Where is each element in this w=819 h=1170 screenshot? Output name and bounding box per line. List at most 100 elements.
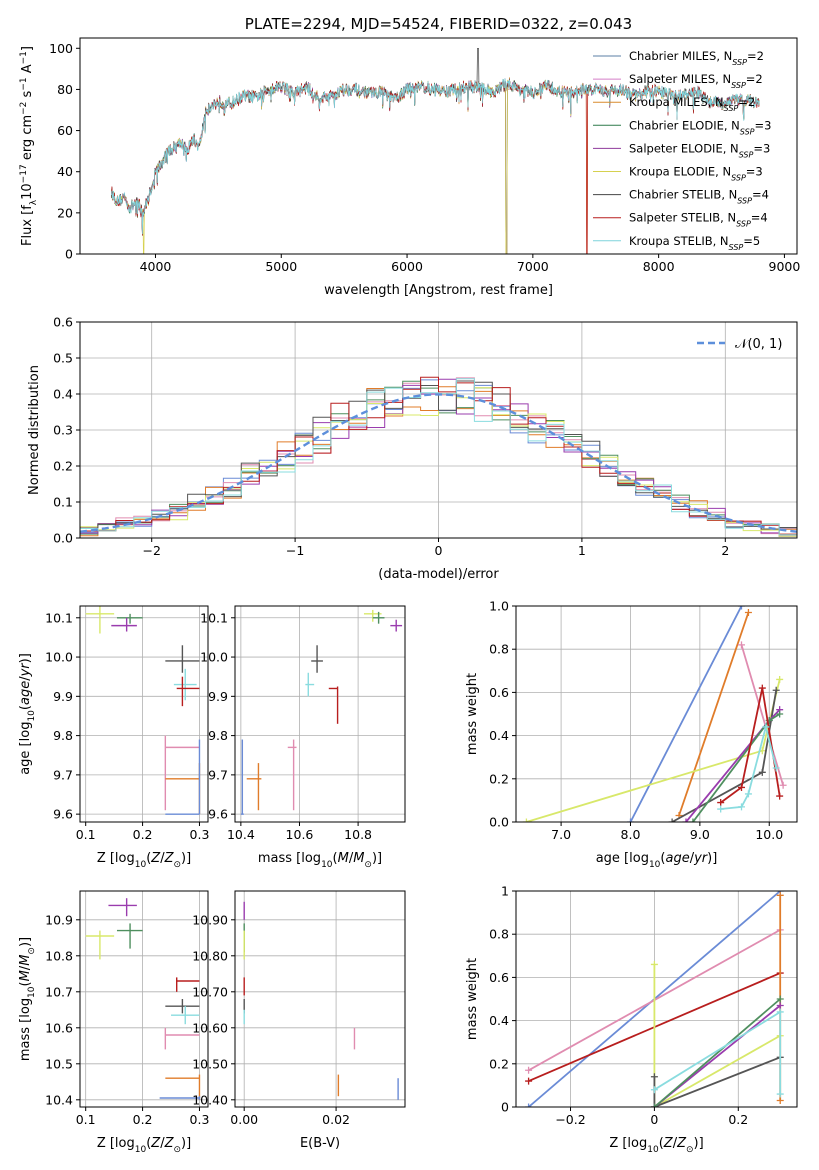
weight-marker-p_purple xyxy=(682,818,690,822)
weight-line-p_blue xyxy=(629,606,743,822)
legend-label-sub: SSP xyxy=(739,150,754,159)
label-part: 10 xyxy=(649,860,661,870)
legend-label: Salpeter STELIB, NSSP=4 xyxy=(629,211,768,229)
y-tick-label: 10.60 xyxy=(192,1020,228,1035)
plot-area-weight-vs-age xyxy=(522,606,787,822)
weight-marker-p_cyan xyxy=(776,1008,784,1016)
point-p_green xyxy=(372,611,385,624)
legend-label-part: =2 xyxy=(746,72,763,86)
legend-label-part: Chabrier MILES, N xyxy=(629,49,732,63)
point-p_blue xyxy=(165,739,201,815)
legend-label: Chabrier ELODIE, NSSP=3 xyxy=(629,118,771,136)
weight-marker-p_blue xyxy=(525,1103,533,1107)
x-tick-label: 7.0 xyxy=(551,827,571,842)
y-tick-label: 10.70 xyxy=(192,984,228,999)
point-p_purple xyxy=(108,898,137,917)
legend-label-part: =3 xyxy=(753,141,770,155)
panel-age-vs-mass: 10.4 10.6 10.8 9.6 9.7 9.8 9.9 10.0 10.1 mass [lo… xyxy=(200,605,406,870)
label-part: 10 xyxy=(27,986,37,998)
label-part: ( xyxy=(18,981,33,986)
point-p_gray xyxy=(165,999,200,1014)
y-tick-label: 0.8 xyxy=(489,642,509,657)
y-tick-label: 0.8 xyxy=(489,927,509,942)
plot-area-age-vs-mass xyxy=(240,609,403,815)
legend-label-part: =2 xyxy=(747,49,764,63)
weight-marker-p_cyan xyxy=(737,803,745,811)
y-tick-label: 0.3 xyxy=(53,423,73,438)
label-part: Z xyxy=(164,851,175,866)
label-part: / xyxy=(160,851,165,866)
y-tick-label: 1 xyxy=(501,884,509,899)
weight-marker-p_pink xyxy=(779,781,787,789)
label-part: M xyxy=(18,955,33,966)
label-part: ⊙ xyxy=(173,860,181,870)
weight-marker-p_cyan xyxy=(762,723,770,731)
weight-marker-p_cyan xyxy=(717,805,725,813)
plot-area-spectrum xyxy=(111,47,760,255)
legend-label-part: =4 xyxy=(752,188,769,202)
x-tick-label: −0.2 xyxy=(555,1112,585,1127)
label-part: ( xyxy=(333,851,338,866)
x-tick-label: 6000 xyxy=(391,259,423,274)
legend-label-part: Kroupa ELODIE, N xyxy=(629,165,731,179)
label-part: 10 xyxy=(135,860,147,870)
panel-weight-vs-age: 7.0 8.0 9.0 10.0 0.0 0.2 0.4 0.6 0.8 1.0 age [log1… xyxy=(465,599,798,870)
normal-curve xyxy=(79,393,798,533)
legend-label: Kroupa STELIB, NSSP=5 xyxy=(629,234,760,252)
x-tick-label: 9000 xyxy=(769,259,801,274)
y-tick-label: 0 xyxy=(501,1100,509,1115)
y-tick-label: 20 xyxy=(57,205,73,220)
point-p_green xyxy=(116,613,143,624)
y-tick-label: 0.4 xyxy=(489,1013,509,1028)
weight-marker-p_cyan xyxy=(776,1090,784,1098)
axes-frame xyxy=(234,890,406,1108)
x-tick-label: 0.1 xyxy=(76,1112,96,1127)
label-part: s xyxy=(20,90,35,101)
x-tick-label: 10.0 xyxy=(755,827,783,842)
plot-area-residuals xyxy=(79,376,798,537)
label-part: Z xyxy=(150,851,161,866)
x-tick-label: 4000 xyxy=(140,259,172,274)
weight-marker-p_cyan xyxy=(772,764,780,772)
weight-marker-p_pink xyxy=(737,641,745,649)
label-part: )] xyxy=(372,851,382,866)
point-p_green xyxy=(116,923,143,949)
x-tick-label: 0.2 xyxy=(133,1112,153,1127)
x-tick-label: 0.3 xyxy=(190,827,210,842)
y-tick-label: 9.8 xyxy=(208,728,228,743)
legend-label-part: Salpeter STELIB, N xyxy=(629,211,736,225)
y-tick-label: 0.0 xyxy=(53,531,73,546)
legend-label-part: Kroupa STELIB, N xyxy=(629,234,729,248)
weight-marker-p_gray xyxy=(772,686,780,694)
x-tick-label: 1 xyxy=(578,543,586,558)
label-part: 10 xyxy=(27,710,37,722)
legend-label-part: Chabrier ELODIE, N xyxy=(629,118,740,132)
weight-marker-p_red xyxy=(525,1077,533,1085)
x-tick-label: 10.6 xyxy=(286,827,314,842)
x-tick-label: 2 xyxy=(721,543,729,558)
weight-line-p_pink xyxy=(740,644,784,786)
y-tick-label: 0.2 xyxy=(53,459,73,474)
label-part: −17 xyxy=(19,164,29,183)
label-part: Z [log xyxy=(609,1136,647,1151)
x-tick-label: 0 xyxy=(650,1112,658,1127)
label-part: ( xyxy=(660,851,665,866)
y-axis-label: mass weight xyxy=(465,673,480,755)
label-part: 10 xyxy=(647,1145,659,1155)
y-tick-label: 9.7 xyxy=(208,767,228,782)
y-tick-label: 0.4 xyxy=(489,728,509,743)
label-part: )] xyxy=(181,1136,191,1151)
label-part: / xyxy=(673,1136,678,1151)
label-part: ( xyxy=(18,705,33,710)
point-p_pink xyxy=(164,1027,200,1050)
label-part: 10 xyxy=(321,860,333,870)
label-part: age xyxy=(18,681,33,705)
weight-marker-p_gray xyxy=(668,818,676,822)
panel-age-vs-z: 0.1 0.2 0.39.69.79.89.910.010.1Z [log10(Z/… xyxy=(18,605,210,870)
weight-marker-p_orange xyxy=(744,608,752,616)
x-tick-label: 0.1 xyxy=(76,827,96,842)
label-part: age [log xyxy=(596,851,649,866)
weight-line-p_yellow xyxy=(653,964,781,1107)
legend-label: Chabrier STELIB, NSSP=4 xyxy=(629,188,769,206)
x-tick-label: 9.0 xyxy=(690,827,710,842)
